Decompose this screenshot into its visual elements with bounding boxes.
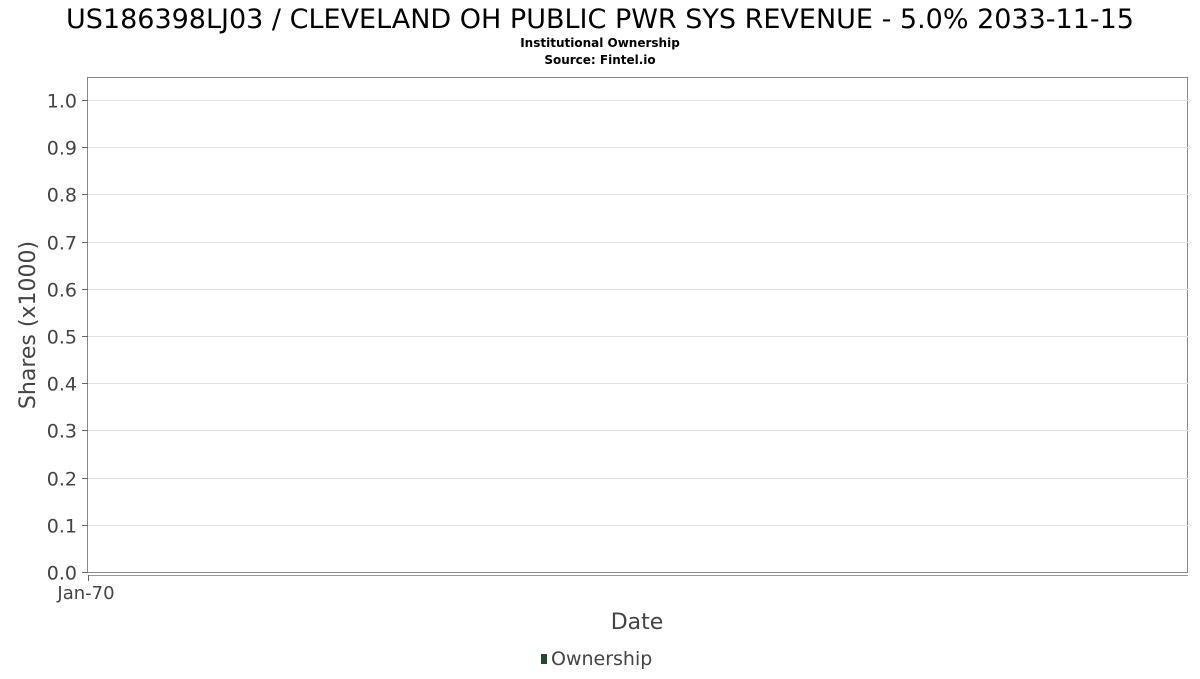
- chart-title: US186398LJ03 / CLEVELAND OH PUBLIC PWR S…: [66, 4, 1134, 35]
- x-tick-label: Jan-70: [56, 583, 114, 604]
- y-tick-label: 0.4: [47, 374, 77, 396]
- plot-area: [87, 77, 1188, 573]
- y-axis: 0.0 0.1 0.2 0.3 0.4 0.5 0.6 0.7 0.8 0.9 1.0: [47, 91, 88, 585]
- y-tick-label: 0.1: [47, 516, 77, 538]
- x-axis-label: Date: [611, 610, 664, 635]
- y-tick-label: 0.5: [47, 327, 77, 349]
- y-tick-label: 1.0: [47, 91, 77, 113]
- chart-subtitle: Institutional Ownership: [520, 36, 680, 50]
- grid-lines: [88, 100, 1188, 526]
- y-axis-label: Shares (x1000): [16, 241, 41, 409]
- legend: Ownership: [541, 648, 652, 670]
- legend-swatch-ownership: [541, 654, 547, 664]
- y-tick-label: 0.8: [47, 185, 77, 207]
- y-tick-label: 0.2: [47, 469, 77, 491]
- y-tick-label: 0.9: [47, 138, 77, 160]
- y-tick-label: 0.0: [47, 563, 77, 585]
- x-axis: Jan-70: [56, 575, 1188, 604]
- y-tick-label: 0.7: [47, 233, 77, 255]
- legend-label-ownership: Ownership: [551, 648, 652, 670]
- y-tick-label: 0.3: [47, 421, 77, 443]
- chart-source: Source: Fintel.io: [544, 53, 655, 67]
- y-tick-label: 0.6: [47, 280, 77, 302]
